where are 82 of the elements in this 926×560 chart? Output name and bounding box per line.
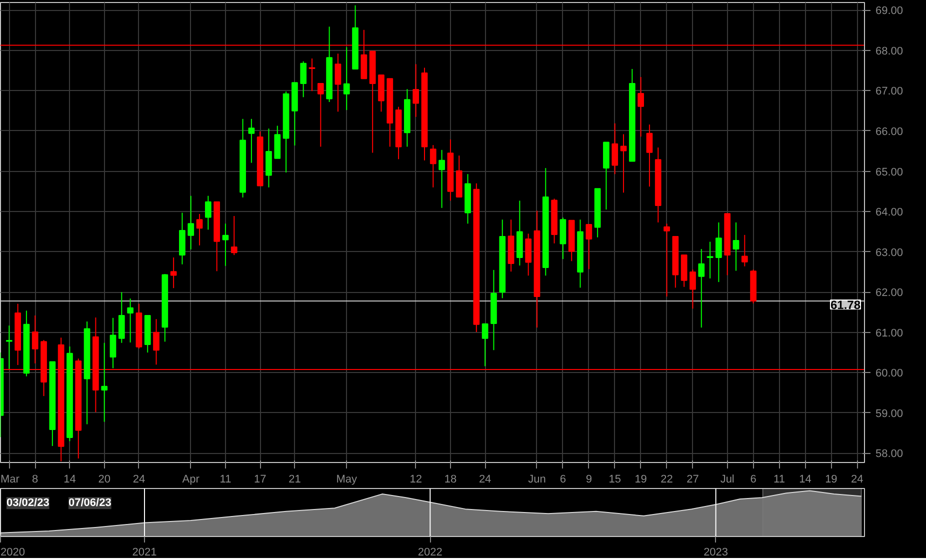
candlestick	[6, 325, 12, 370]
y-tick-label: 58.00	[876, 448, 904, 460]
x-tick-label: May	[336, 474, 358, 486]
y-tick-label: 68.00	[876, 45, 904, 58]
candlestick	[438, 149, 445, 208]
y-tick-label: 67.00	[876, 86, 904, 98]
candlestick	[266, 128, 272, 188]
annotation: 07/06/23	[68, 497, 112, 510]
candlestick	[690, 269, 696, 310]
candlestick	[101, 342, 108, 422]
candlestick	[482, 323, 488, 367]
candlestick	[196, 213, 203, 246]
x-tick-label: 24	[132, 474, 146, 486]
y-tick-label: 61.00	[876, 327, 904, 340]
x-tick-label: Jun	[528, 474, 546, 486]
ref-line-label: 61.78	[830, 298, 861, 312]
x-tick-label: 12	[410, 474, 422, 486]
x-tick-label: 17	[254, 474, 266, 486]
x-tick-label: 6	[750, 474, 756, 486]
candlestick	[170, 256, 177, 289]
x-tick-label: 14	[799, 474, 812, 486]
x-tick-label: 24	[478, 474, 492, 486]
x-tick-label: 14	[64, 474, 76, 486]
x-tick-label: 2021	[132, 546, 157, 558]
y-tick-label: 69.00	[876, 5, 904, 18]
candlestick	[32, 314, 38, 364]
x-tick-label: 8	[32, 474, 38, 486]
candlestick	[118, 292, 125, 344]
x-tick-label: 20	[98, 474, 110, 486]
candlestick	[300, 60, 307, 98]
x-tick-label: Jul	[720, 474, 734, 486]
x-tick-label: 19	[634, 474, 647, 486]
candlestick	[741, 234, 748, 267]
candlestick	[153, 318, 160, 366]
x-tick-label: 22	[660, 474, 673, 486]
x-tick-label: 6	[560, 474, 566, 486]
candlestick	[248, 118, 255, 164]
annotation: 03/02/23	[6, 497, 50, 510]
y-tick-label: 66.00	[876, 126, 904, 138]
candlestick	[343, 46, 350, 111]
candlestick	[127, 298, 134, 343]
candlestick	[334, 53, 342, 112]
y-tick-label: 62.00	[876, 287, 904, 300]
y-tick-label: 65.00	[876, 166, 904, 178]
candlestick	[204, 195, 212, 230]
candlestick	[646, 124, 653, 188]
x-tick-label: 2023	[704, 546, 728, 558]
y-tick-label: 63.00	[876, 246, 904, 259]
y-tick-label: 60.00	[876, 368, 904, 380]
y-tick-label: 64.00	[876, 206, 904, 219]
candlestick	[430, 144, 436, 188]
candlestick	[706, 241, 714, 279]
x-tick-label: Apr	[182, 474, 200, 486]
candlestick	[716, 222, 722, 283]
x-tick-label: 15	[608, 474, 621, 486]
x-tick-label: 2020	[0, 546, 25, 558]
x-tick-label: 21	[288, 474, 301, 486]
x-tick-label: 11	[774, 474, 785, 486]
x-tick-label: Mar	[0, 474, 20, 486]
x-tick-label: 2022	[418, 546, 442, 558]
x-tick-label: 9	[586, 474, 592, 486]
candlestick	[698, 248, 705, 328]
candlestick	[230, 215, 238, 256]
candlestick	[274, 125, 281, 159]
candlestick	[638, 76, 644, 138]
x-tick-label: 18	[444, 474, 457, 486]
candlestick	[620, 134, 627, 194]
x-tick-label: 11	[220, 474, 232, 486]
candlestick	[317, 82, 324, 148]
candlestick	[525, 233, 532, 276]
candlestick	[732, 222, 740, 272]
candlestick	[664, 223, 670, 298]
candlestick	[110, 317, 116, 369]
x-tick-label: 27	[686, 474, 699, 486]
candlestick	[586, 224, 592, 270]
x-tick-label: 19	[825, 474, 838, 486]
candlestick	[188, 195, 194, 250]
y-tick-label: 59.00	[876, 408, 904, 420]
candlestick	[612, 122, 618, 175]
candlestick	[412, 64, 420, 118]
candlestick	[222, 223, 229, 266]
x-tick-label: 24	[851, 474, 864, 486]
